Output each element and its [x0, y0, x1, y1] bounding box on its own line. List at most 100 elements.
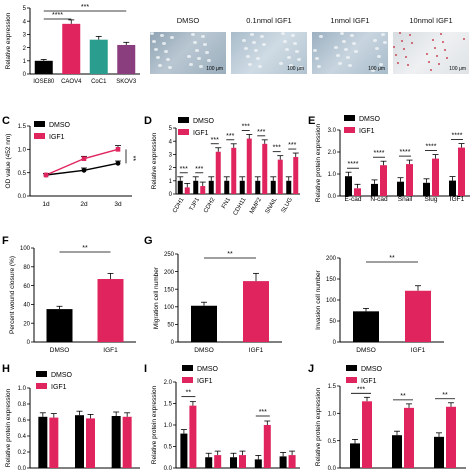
panel-c-point: [81, 156, 87, 161]
panel-g-x-tick-label: IGF1: [249, 347, 264, 354]
panel-e-x-tick-label: E-cad: [345, 196, 362, 203]
panel-d-bar-igf1: [277, 159, 283, 194]
panel-g-y-label: Migration cell number: [153, 266, 160, 329]
panel-i-bar-dmso: [205, 457, 213, 468]
panel-g-sig-label: **: [227, 251, 233, 258]
panel-i-sig-label: **: [186, 390, 192, 397]
panel-d-y-tick-label: 3: [169, 153, 173, 159]
panel-d-sig-label: ***: [180, 166, 188, 173]
panel-f-y-tick-label: 80: [23, 265, 30, 271]
panel-f-y-tick-label: 0: [27, 340, 31, 346]
panel-e-bar-dmso: [345, 176, 352, 196]
panel-g-y-tick-label: 0: [171, 340, 175, 346]
panel-h-bar-igf1: [86, 418, 95, 468]
panel-g-y-tick-label: 150: [164, 287, 175, 293]
panel-f-y-tick-label: 20: [23, 321, 30, 327]
panel-h-y-tick-label: 0.6: [18, 418, 27, 424]
panel-h-bar-dmso: [38, 416, 48, 468]
panel-c-point: [115, 147, 121, 152]
panel-d-y-tick-label: 5: [169, 126, 173, 132]
panel-d-bar-igf1: [246, 138, 252, 194]
J-legend-dmso: DMSO: [361, 366, 383, 373]
panel-d-x-tick-label: CDH2: [203, 196, 217, 214]
panel-j-bar-dmso: [434, 436, 444, 468]
E-legend-swatch-igf1: [344, 127, 355, 133]
panel-d-x-tick-label: SLUG: [281, 197, 295, 214]
panel-j-sig-label: ***: [357, 386, 365, 393]
panel-g-y-tick-label: 250: [164, 252, 175, 258]
panel-i-bar-igf1: [263, 425, 271, 468]
panel-g-letter: G: [144, 235, 153, 247]
panel-i-bar-dmso: [180, 433, 188, 468]
panel-i-bar-dmso: [254, 459, 262, 468]
panel-a-y-tick-label: 5: [23, 6, 27, 12]
panel-e-y-label: Relative protein expression: [315, 123, 322, 202]
scale-bar-label: 100 μm: [206, 66, 223, 72]
micrograph-label: 1nmol IGF1: [330, 16, 370, 25]
H-legend-swatch-dmso: [36, 371, 47, 377]
C-legend-igf1: IGF1: [49, 134, 65, 141]
panel-d-bar-dmso: [224, 180, 230, 194]
C-legend-swatch-igf1: [34, 133, 45, 139]
J-legend-swatch-igf1: [346, 377, 357, 383]
panel-i-y-tick-label: 0.0: [164, 466, 173, 472]
panel-c-x-tick-label: 2d: [80, 201, 88, 208]
panel-e-bar-dmso: [449, 180, 456, 196]
E-legend-swatch-dmso: [344, 115, 355, 121]
scale-bar-label: 100 μm: [368, 66, 385, 72]
panel-h-letter: H: [2, 363, 10, 375]
panel-e-x-tick-label: Snail: [398, 196, 413, 203]
panel-d-sig-label: ***: [257, 129, 265, 136]
panel-e-x-tick-label: IGF1: [450, 196, 465, 203]
micrograph-label: 10nmol IGF1: [409, 16, 453, 25]
panel-g2-y-tick-label: 100: [326, 298, 337, 304]
panel-e-y-tick-label: 0.0: [328, 194, 337, 200]
panel-a-x-tick-label: SKOV3: [116, 79, 137, 85]
panel-e-sig-label: ****: [452, 133, 463, 140]
panel-j-bar-igf1: [404, 407, 414, 468]
H-legend-dmso: DMSO: [51, 372, 73, 379]
panel-j-sig-label: **: [400, 393, 406, 400]
panel-a-bar: [34, 60, 53, 74]
panel-e-y-tick-label: 1.0: [328, 172, 337, 178]
panel-h-y-tick-label: 0.0: [18, 466, 27, 472]
panel-c-y-tick-label: 1.5: [18, 124, 27, 130]
panel-a-x-tick-label: CoC1: [91, 79, 107, 85]
panel-i-bar-igf1: [288, 455, 296, 468]
panel-a-y-tick-label: 3: [23, 33, 27, 39]
panel-e-bar-igf1: [458, 147, 465, 196]
panel-j-y-label: Relative protein expression: [315, 387, 322, 466]
panel-e-bar-igf1: [380, 165, 387, 196]
panel-h-y-tick-label: 0.2: [18, 450, 27, 456]
panel-d-bar-dmso: [270, 180, 276, 194]
panel-d-bar-dmso: [255, 180, 261, 194]
micrograph-image: 100 μm: [393, 32, 469, 74]
panel-f-y-tick-label: 60: [23, 284, 30, 290]
panel-i-bar-igf1: [239, 455, 246, 468]
panel-d-bar-dmso: [193, 180, 199, 194]
panel-g-bar: [243, 281, 269, 342]
D-legend-swatch-igf1: [178, 129, 189, 135]
panel-j-letter: J: [308, 363, 314, 375]
panel-a-y-tick-label: 0: [23, 72, 27, 78]
panel-g2-bar: [353, 311, 379, 342]
panel-d-bar-igf1: [215, 151, 221, 194]
panel-f-y-tick-label: 100: [20, 246, 31, 252]
panel-a-bar: [117, 44, 136, 74]
panel-d-sig-label: ***: [273, 145, 281, 152]
panel-f-bar: [97, 279, 124, 342]
micrograph-label: 0.1nmol IGF1: [246, 16, 292, 25]
panel-a-y-tick-label: 4: [23, 19, 27, 25]
panel-e-bar-dmso: [423, 182, 430, 196]
panel-j-y-tick-label: 1.5: [328, 384, 337, 390]
panel-c-y-label: OD value (452 nm): [5, 134, 12, 189]
panel-g2-y-tick-label: 0: [333, 340, 337, 346]
panel-e-bar-igf1: [432, 158, 439, 196]
E-legend-igf1: IGF1: [359, 128, 375, 135]
micrograph-image: 100 μm: [150, 32, 226, 74]
J-legend-swatch-dmso: [346, 365, 357, 371]
C-legend-dmso: DMSO: [49, 122, 71, 129]
panel-d-y-tick-label: 4: [169, 139, 173, 145]
panel-j-y-tick-label: 0.5: [328, 439, 337, 445]
scale-bar-label: 100 μm: [287, 66, 304, 72]
